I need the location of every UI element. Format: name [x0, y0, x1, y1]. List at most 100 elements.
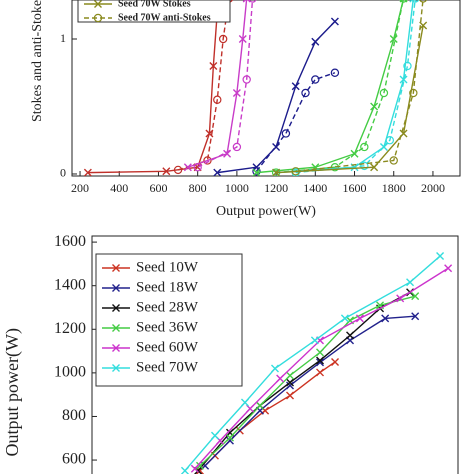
marker — [355, 314, 364, 323]
series-line — [276, 0, 404, 174]
marker — [370, 163, 379, 172]
legend-box — [77, 0, 231, 23]
marker — [112, 344, 120, 352]
marker — [311, 75, 320, 84]
marker — [255, 401, 264, 410]
marker — [360, 161, 369, 171]
y-tick-label: 1200 — [54, 320, 86, 337]
marker — [232, 142, 242, 152]
legend-label: Seed 18W — [136, 279, 199, 295]
marker — [203, 156, 212, 165]
x-tick-label: 1600 — [343, 181, 367, 195]
marker — [112, 364, 120, 372]
series-line — [204, 315, 416, 467]
marker — [419, 21, 428, 30]
marker — [112, 304, 120, 312]
x-tick-label: 800 — [189, 181, 207, 195]
marker — [276, 374, 285, 383]
marker — [112, 264, 120, 272]
marker — [389, 156, 398, 165]
marker — [190, 464, 199, 473]
marker — [301, 88, 310, 98]
marker — [311, 37, 320, 46]
legend-label: Seed 70W anti-Stokes — [118, 12, 211, 23]
marker — [316, 348, 325, 357]
marker — [281, 129, 291, 138]
x-axis-label: Output power(W) — [216, 204, 316, 219]
marker — [94, 0, 102, 8]
marker — [193, 163, 202, 172]
marker — [409, 0, 418, 3]
legend-label: Seed 70W — [136, 359, 199, 375]
marker — [242, 0, 251, 3]
y-tick-label: 1 — [60, 31, 66, 45]
y-tick-label: 600 — [62, 451, 86, 468]
plot-frame — [71, 0, 461, 177]
marker — [396, 294, 405, 303]
marker — [316, 358, 325, 367]
y-tick-label: 1600 — [54, 233, 86, 250]
plot-area — [83, 0, 428, 176]
series-line — [276, 25, 424, 174]
marker — [286, 371, 295, 380]
x-tick-label: 1200 — [264, 181, 288, 195]
series-line — [256, 0, 404, 174]
marker — [381, 314, 390, 323]
marker — [238, 35, 247, 44]
y-tick-label: 1400 — [54, 276, 86, 293]
marker — [291, 82, 300, 91]
marker — [370, 102, 379, 111]
marker — [340, 314, 349, 323]
x-tick-label: 200 — [71, 181, 89, 195]
marker — [272, 168, 281, 176]
marker — [112, 284, 120, 292]
marker — [330, 68, 340, 77]
marker — [310, 336, 319, 345]
marker — [195, 461, 204, 470]
marker — [213, 95, 222, 104]
series-line — [184, 255, 441, 472]
marker — [232, 88, 241, 97]
marker — [346, 331, 355, 340]
x-tick-label: 1000 — [225, 181, 249, 195]
marker — [330, 17, 339, 26]
marker — [213, 168, 222, 176]
y-tick-label: 0 — [60, 166, 66, 180]
x-tick-label: 1800 — [382, 181, 406, 195]
marker — [180, 466, 189, 474]
marker — [286, 391, 295, 400]
series-line — [295, 0, 416, 174]
marker — [331, 357, 340, 366]
marker — [379, 88, 389, 98]
marker — [83, 168, 92, 176]
series-line — [295, 0, 424, 172]
series-line — [87, 0, 221, 174]
legend-label: Seed 70W Stokes — [118, 0, 191, 9]
marker — [93, 13, 103, 23]
marker — [403, 61, 412, 71]
marker — [399, 75, 408, 84]
marker — [406, 278, 415, 287]
marker — [286, 378, 295, 387]
marker — [271, 364, 279, 373]
legend-label: Seed 36W — [136, 319, 199, 335]
series-line — [255, 72, 336, 172]
marker — [291, 167, 300, 176]
series-line — [199, 295, 416, 467]
marker — [218, 34, 228, 44]
x-tick-label: 2000 — [421, 181, 445, 195]
marker — [252, 167, 261, 176]
marker — [399, 0, 408, 3]
marker — [252, 168, 261, 176]
marker — [419, 0, 428, 3]
marker — [162, 167, 171, 176]
y-tick-label: 800 — [62, 407, 86, 424]
marker — [411, 312, 420, 321]
marker — [385, 136, 395, 145]
marker — [173, 165, 183, 175]
marker — [409, 88, 418, 98]
x-tick-label: 400 — [110, 181, 128, 195]
x-tick-label: 1400 — [303, 181, 327, 195]
marker — [225, 436, 234, 445]
